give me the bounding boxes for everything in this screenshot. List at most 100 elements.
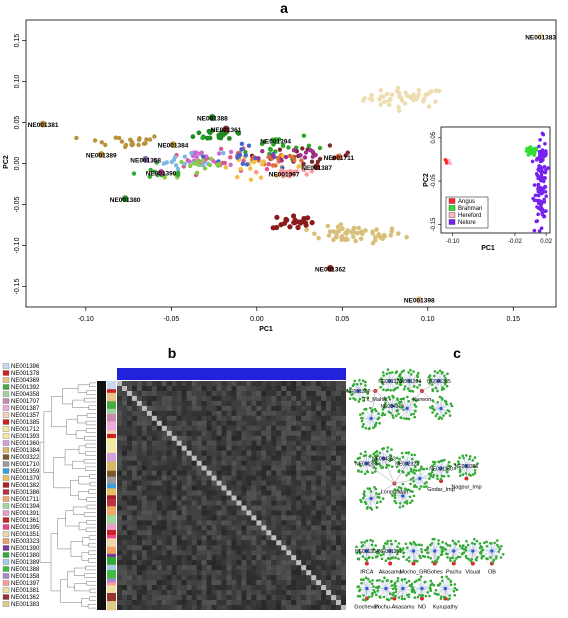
- network-edge: [413, 550, 424, 557]
- heatmap-cell: [336, 435, 341, 441]
- pca-labeled-point: [272, 137, 280, 144]
- heatmap-cell: [221, 555, 227, 561]
- heatmap-cell: [117, 410, 122, 416]
- heatmap-cell: [186, 565, 192, 571]
- heatmap-cell: [221, 386, 227, 391]
- heatmap-cell: [161, 435, 167, 441]
- network-leaf-node: [462, 547, 465, 551]
- network-leaf-node: [412, 370, 415, 373]
- heatmap-cell: [246, 465, 252, 471]
- heatmap-cell: [151, 575, 157, 581]
- heatmap-cell: [117, 545, 122, 551]
- inset-ylabel: PC2: [423, 173, 430, 187]
- heatmap-cell: [301, 605, 307, 610]
- heatmap-cell: [291, 395, 297, 401]
- heatmap-cell: [231, 450, 237, 456]
- heatmap-cell: [326, 495, 332, 501]
- network-leaf-node: [434, 559, 437, 563]
- network-leaf-node: [453, 583, 457, 586]
- heatmap-cell: [181, 510, 187, 516]
- heatmap-cell: [311, 480, 317, 486]
- heatmap-cell: [156, 460, 162, 466]
- heatmap-cell: [331, 590, 337, 596]
- heatmap-cell: [226, 545, 232, 551]
- heatmap-cell: [281, 415, 287, 421]
- heatmap-cell: [171, 605, 177, 610]
- heatmap-cell: [131, 391, 137, 396]
- heatmap-cell: [181, 425, 187, 431]
- pca-point: [288, 169, 293, 174]
- heatmap-cell: [231, 550, 237, 556]
- heatmap-cell: [181, 395, 187, 401]
- network-edge: [409, 380, 421, 382]
- heatmap-cell: [186, 455, 192, 461]
- heatmap-cell: [131, 550, 137, 556]
- heatmap-diagonal-cell: [117, 381, 122, 386]
- heatmap-cell: [301, 515, 307, 521]
- network-leaf-node: [396, 579, 399, 583]
- dendrogram-branch: [88, 558, 96, 563]
- heatmap-cell: [196, 440, 202, 446]
- heatmap-cell: [136, 540, 142, 546]
- heatmap-diagonal-cell: [271, 535, 277, 541]
- network-leaf-node: [403, 417, 406, 420]
- pca-point: [274, 214, 280, 220]
- pca-point: [130, 142, 136, 147]
- heatmap-cell: [261, 600, 267, 605]
- heatmap-cell: [316, 405, 322, 411]
- network-edge: [350, 390, 359, 399]
- heatmap-cell: [311, 440, 317, 446]
- heatmap-cell: [216, 550, 222, 556]
- network-hub-node: [411, 549, 416, 553]
- heatmap-cell: [236, 570, 242, 576]
- network-edge: [407, 454, 415, 464]
- heatmap-cell: [316, 590, 322, 596]
- network-leaf-node: [481, 548, 484, 552]
- heatmap-cell: [301, 490, 307, 496]
- heatmap-cell: [296, 415, 302, 421]
- heatmap-cell: [122, 475, 127, 481]
- heatmap-cell: [341, 391, 346, 396]
- heatmap-cell: [301, 545, 307, 551]
- heatmap-cell: [326, 555, 332, 561]
- heatmap-cell: [131, 445, 137, 451]
- pca-point: [351, 234, 356, 240]
- heatmap-cell: [291, 510, 297, 516]
- network-edge: [445, 578, 449, 589]
- network-edge: [359, 588, 367, 597]
- network-leaf-node: [478, 542, 482, 545]
- network-leaf-node: [489, 556, 492, 559]
- heatmap-cell: [136, 605, 142, 610]
- pca-point: [221, 150, 226, 156]
- heatmap-cell: [161, 575, 167, 581]
- heatmap-cell: [261, 515, 267, 521]
- heatmap-legend-swatch: [2, 538, 10, 544]
- network-leaf-node: [419, 485, 423, 488]
- pca-labeled-point: [280, 169, 288, 177]
- heatmap-cell: [261, 415, 267, 421]
- heatmap-cell: [266, 560, 272, 566]
- network-edge: [406, 399, 413, 409]
- heatmap-cell: [341, 510, 346, 516]
- network-leaf-node: [444, 400, 448, 404]
- heatmap-cell: [176, 575, 182, 581]
- heatmap-cell: [261, 430, 267, 436]
- heatmap-group-bar: [107, 585, 116, 594]
- network-edge: [441, 550, 454, 553]
- heatmap-cell: [141, 395, 147, 401]
- heatmap-cell: [296, 400, 302, 406]
- heatmap-cell: [176, 420, 182, 426]
- network-edge: [370, 498, 373, 510]
- heatmap-cell: [146, 495, 152, 501]
- heatmap-cell: [156, 600, 162, 605]
- network-edge: [472, 549, 483, 552]
- heatmap-cell: [261, 535, 267, 541]
- heatmap-cell: [246, 555, 252, 561]
- heatmap-cell: [171, 565, 177, 571]
- dendrogram-branch: [43, 411, 54, 473]
- heatmap-cell: [266, 415, 272, 421]
- network-leaf-node: [418, 380, 422, 384]
- heatmap-cell: [201, 575, 207, 581]
- heatmap-cell: [216, 495, 222, 501]
- dendrogram-branch: [81, 552, 89, 561]
